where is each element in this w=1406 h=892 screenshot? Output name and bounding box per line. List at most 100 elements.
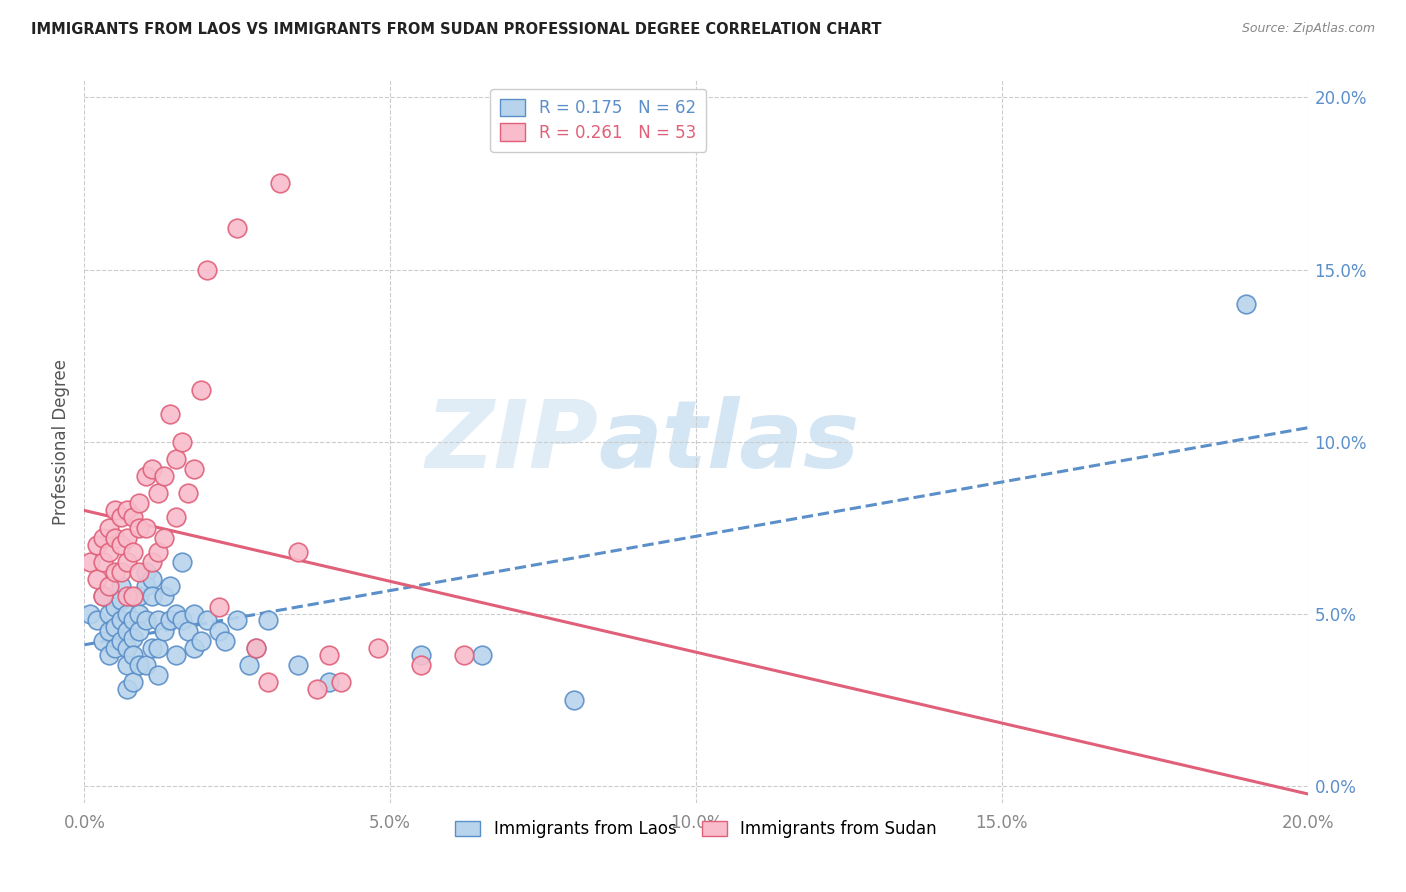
Point (79, 555, 101, 569)
Text: IMMIGRANTS FROM LAOS VS IMMIGRANTS FROM SUDAN PROFESSIONAL DEGREE CORRELATION CH: IMMIGRANTS FROM LAOS VS IMMIGRANTS FROM … (31, 22, 882, 37)
Text: ZIP: ZIP (425, 395, 598, 488)
Point (104, 640, 127, 655)
Point (115, 590, 138, 604)
Point (97, 544, 120, 558)
Point (135, 658, 157, 673)
Point (165, 510, 187, 524)
Point (122, 648, 145, 662)
Point (104, 531, 127, 545)
Point (146, 544, 169, 558)
Point (159, 407, 181, 421)
Point (97, 624, 120, 638)
Point (172, 614, 194, 628)
Point (195, 262, 218, 277)
Point (115, 640, 138, 655)
Point (146, 640, 169, 655)
Point (110, 592, 132, 607)
Point (190, 383, 212, 397)
Point (91, 555, 114, 569)
Point (165, 607, 187, 621)
Point (91, 590, 114, 604)
Point (86, 614, 108, 628)
Text: atlas: atlas (598, 395, 859, 488)
Point (153, 590, 176, 604)
Point (330, 675, 353, 690)
Point (86, 538, 108, 552)
Point (367, 640, 389, 655)
Point (97, 579, 120, 593)
Point (226, 614, 249, 628)
Point (208, 624, 231, 638)
Point (159, 579, 181, 593)
Point (91, 590, 114, 604)
Point (208, 599, 231, 614)
Point (135, 469, 157, 483)
Point (172, 434, 194, 449)
Point (287, 544, 309, 558)
Point (165, 451, 187, 466)
Point (128, 590, 150, 604)
Point (122, 544, 145, 558)
Point (305, 682, 328, 697)
Point (135, 579, 157, 593)
Point (128, 566, 150, 580)
Point (110, 634, 132, 648)
Point (104, 599, 127, 614)
Point (91, 531, 114, 545)
Point (238, 658, 260, 673)
Point (128, 520, 150, 534)
Point (471, 648, 494, 662)
Point (257, 614, 280, 628)
Point (79, 607, 101, 621)
Point (128, 658, 150, 673)
Point (97, 607, 120, 621)
Point (91, 634, 114, 648)
Point (165, 648, 187, 662)
Point (122, 590, 145, 604)
Point (128, 607, 150, 621)
Point (453, 648, 475, 662)
Legend: Immigrants from Laos, Immigrants from Sudan: Immigrants from Laos, Immigrants from Su… (449, 814, 943, 845)
Point (115, 531, 138, 545)
Point (177, 486, 200, 500)
Point (115, 607, 138, 621)
Point (141, 555, 163, 569)
Point (115, 624, 138, 638)
Point (135, 566, 157, 580)
Point (141, 572, 163, 586)
Point (104, 566, 127, 580)
Point (153, 624, 176, 638)
Point (135, 520, 157, 534)
Point (128, 496, 150, 510)
Point (115, 658, 138, 673)
Point (318, 675, 340, 690)
Point (122, 631, 145, 645)
Point (141, 590, 163, 604)
Point (226, 221, 249, 235)
Point (146, 668, 169, 682)
Point (245, 640, 267, 655)
Point (122, 675, 145, 690)
Point (159, 614, 181, 628)
Point (153, 531, 176, 545)
Point (183, 462, 205, 476)
Point (177, 624, 200, 638)
Point (183, 607, 205, 621)
Y-axis label: Professional Degree: Professional Degree (52, 359, 70, 524)
Text: Source: ZipAtlas.com: Source: ZipAtlas.com (1241, 22, 1375, 36)
Point (122, 614, 145, 628)
Point (104, 620, 127, 634)
Point (122, 510, 145, 524)
Point (146, 614, 169, 628)
Point (318, 648, 340, 662)
Point (115, 555, 138, 569)
Point (115, 503, 138, 517)
Point (141, 640, 163, 655)
Point (183, 640, 205, 655)
Point (146, 486, 169, 500)
Point (141, 462, 163, 476)
Point (104, 503, 127, 517)
Point (562, 692, 585, 706)
Point (269, 177, 291, 191)
Point (409, 658, 432, 673)
